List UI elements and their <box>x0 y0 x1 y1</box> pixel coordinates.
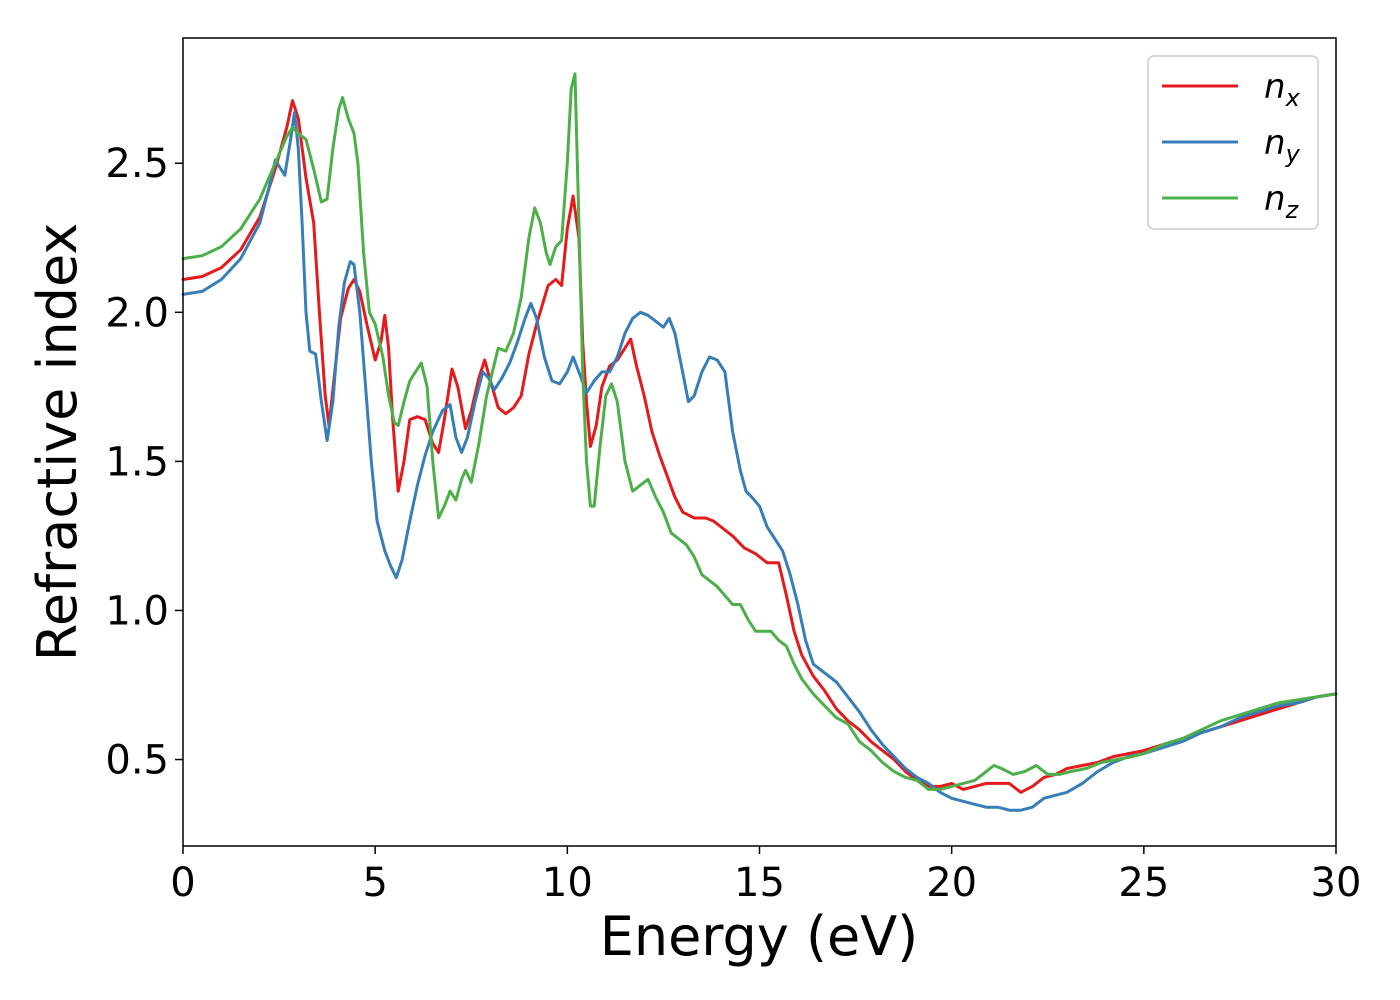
x-tick-label: 15 <box>734 860 785 906</box>
series-lines <box>181 72 1338 812</box>
x-tick-label: 10 <box>542 860 593 906</box>
y-tick-label: 2.0 <box>105 290 169 336</box>
y-tick-label: 1.0 <box>105 588 169 634</box>
y-tick-label: 2.5 <box>105 141 169 187</box>
series-line-nz <box>181 72 1338 791</box>
x-tick-label: 5 <box>362 860 387 906</box>
y-tick-label: 0.5 <box>105 738 169 784</box>
series-line-nx <box>181 99 1338 794</box>
y-axis-title: Refractive index <box>26 223 89 662</box>
x-tick-label: 25 <box>1118 860 1169 906</box>
y-tick-label: 1.5 <box>105 439 169 485</box>
x-tick-label: 30 <box>1311 860 1362 906</box>
x-tick-label: 20 <box>926 860 977 906</box>
x-tick-label: 0 <box>170 860 195 906</box>
series-line-ny <box>181 111 1338 812</box>
x-axis-title: Energy (eV) <box>600 905 919 968</box>
axis-ticks: 0 5 10 15 20 25 30 0.5 1.0 1.5 2.0 2.5 <box>105 141 1361 906</box>
legend-label-ny: ny <box>1264 123 1301 168</box>
legend-label-nx: nx <box>1264 67 1301 112</box>
